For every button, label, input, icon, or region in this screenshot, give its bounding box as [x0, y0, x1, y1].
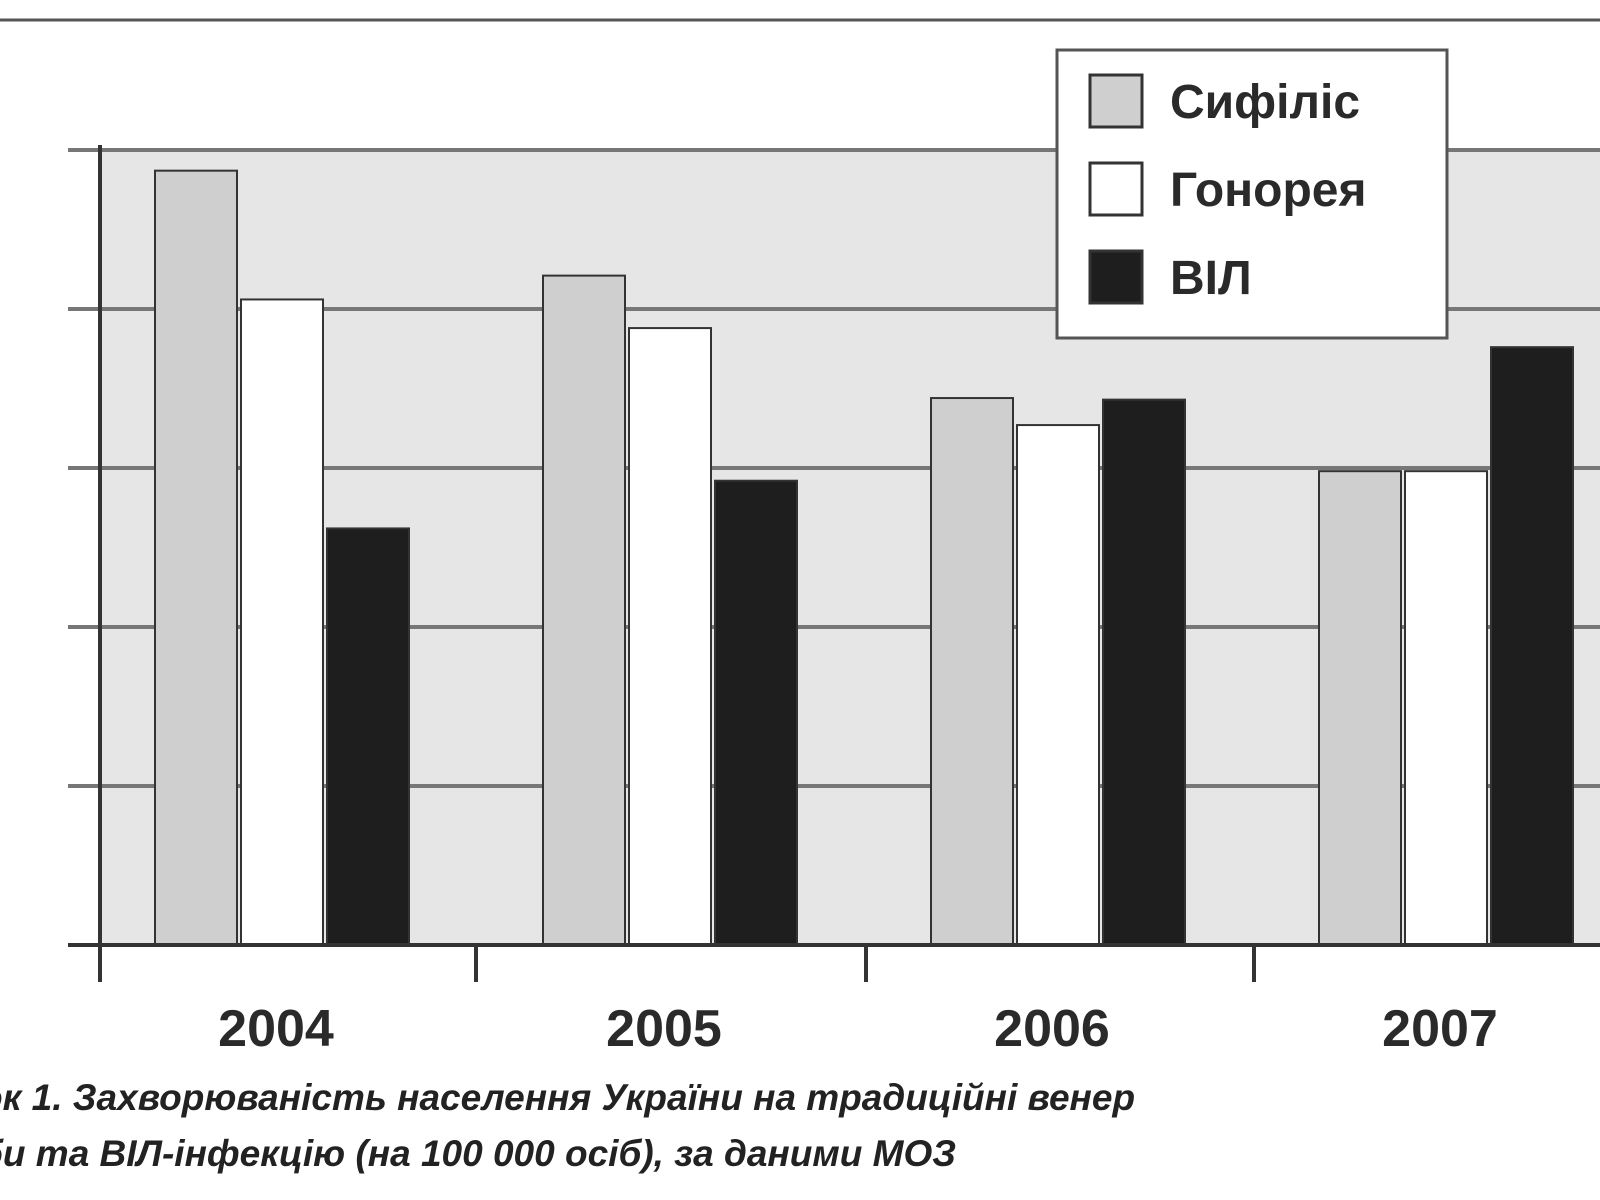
legend: Сифіліс Гонорея ВІЛ [1055, 48, 1449, 340]
bar [326, 527, 410, 946]
legend-label: Гонорея [1170, 164, 1366, 217]
bar [1490, 346, 1574, 947]
caption-line-1: ок 1. Захворюваність населення України н… [0, 1077, 1136, 1118]
x-tick-label: 2007 [1382, 1000, 1498, 1058]
bar [714, 479, 798, 946]
figure-caption: ок 1. Захворюваність населення України н… [0, 1070, 1600, 1182]
bar [542, 274, 626, 946]
bar [240, 298, 324, 946]
bar [1102, 398, 1186, 946]
x-tick-label: 2006 [994, 1000, 1110, 1058]
bar [154, 169, 238, 947]
bar [628, 327, 712, 946]
legend-swatch [1088, 249, 1144, 305]
caption-line-2: би та ВІЛ-інфекцію (на 100 000 осіб), за… [0, 1133, 957, 1174]
legend-label: Сифіліс [1170, 76, 1360, 129]
legend-swatch [1088, 73, 1144, 129]
bars [154, 169, 1574, 947]
x-tick-labels: 2004 2005 2006 2007 [218, 1000, 1498, 1058]
axes [68, 145, 1600, 982]
bar [1318, 470, 1402, 946]
bar [1404, 470, 1488, 946]
bar [930, 397, 1014, 947]
legend-swatch [1088, 161, 1144, 217]
legend-label: ВІЛ [1170, 252, 1252, 305]
bar [1016, 424, 1100, 946]
x-tick-label: 2004 [218, 1000, 334, 1058]
x-tick-label: 2005 [606, 1000, 722, 1058]
